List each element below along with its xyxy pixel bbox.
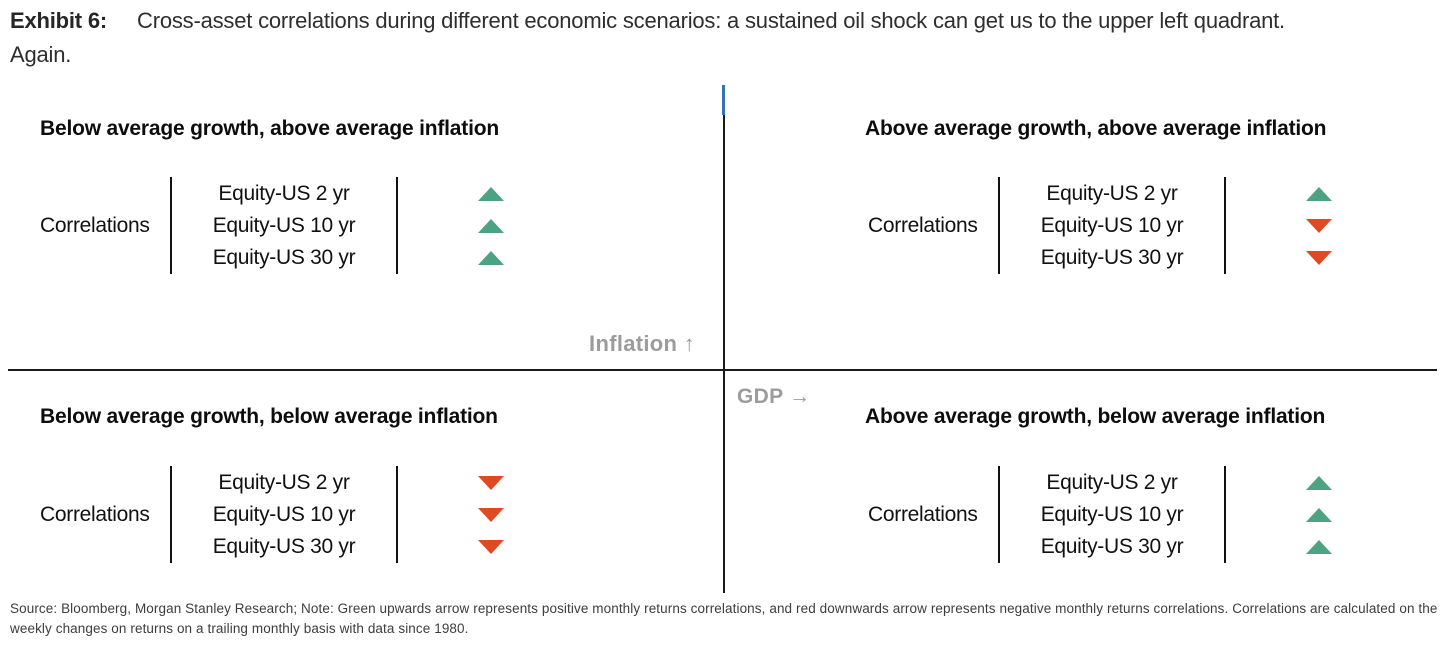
asset-pair-label: Equity-US 10 yr <box>1040 502 1184 526</box>
up-arrow-icon <box>478 186 504 201</box>
inflation-axis-horizontal-line <box>8 369 1437 371</box>
asset-pair-list: Equity-US 2 yr Equity-US 10 yr Equity-US… <box>1000 467 1224 563</box>
divider-bar <box>998 466 1000 563</box>
divider-bar <box>170 466 172 563</box>
correlation-arrow-list <box>1226 178 1412 274</box>
up-arrow-icon <box>1306 475 1332 490</box>
correlation-arrow-list <box>1226 467 1412 563</box>
down-arrow-icon <box>1306 250 1332 265</box>
down-arrow-icon <box>478 539 504 554</box>
asset-pair-label: Equity-US 10 yr <box>212 502 356 526</box>
up-arrow-icon <box>1306 507 1332 522</box>
quadrant-chart: Inflation ↑ GDP → Below average growth, … <box>0 85 1456 593</box>
asset-pair-label: Equity-US 2 yr <box>1046 181 1178 205</box>
divider-bar <box>396 177 398 274</box>
up-arrow-icon <box>1306 186 1332 201</box>
vertical-line-blue-tip <box>722 85 725 115</box>
correlations-label: Correlations <box>40 502 150 526</box>
asset-pair-label: Equity-US 30 yr <box>1040 534 1184 558</box>
up-arrow-icon <box>478 218 504 233</box>
exhibit-title-line1: Exhibit 6: Cross-asset correlations durin… <box>10 4 1285 38</box>
quadrant-lower-left-correlations: Correlations Equity-US 2 yr Equity-US 10… <box>40 466 584 563</box>
quadrant-heading-lower-right: Above average growth, below average infl… <box>865 405 1326 428</box>
quadrant-upper-right-correlations: Correlations Equity-US 2 yr Equity-US 10… <box>868 177 1412 274</box>
exhibit-title-line2: Again. <box>10 42 72 67</box>
exhibit-title-text: Cross-asset correlations during differen… <box>137 8 1285 33</box>
gdp-axis-label: GDP → <box>737 385 811 408</box>
quadrant-heading-upper-left: Below average growth, above average infl… <box>40 117 499 140</box>
up-arrow-icon <box>1306 539 1332 554</box>
asset-pair-label: Equity-US 2 yr <box>1046 470 1178 494</box>
asset-pair-label: Equity-US 10 yr <box>1040 213 1184 237</box>
asset-pair-list: Equity-US 2 yr Equity-US 10 yr Equity-US… <box>1000 178 1224 274</box>
asset-pair-list: Equity-US 2 yr Equity-US 10 yr Equity-US… <box>172 178 396 274</box>
quadrant-heading-lower-left: Below average growth, below average infl… <box>40 405 498 428</box>
divider-bar <box>170 177 172 274</box>
down-arrow-icon <box>478 475 504 490</box>
source-note: Source: Bloomberg, Morgan Stanley Resear… <box>10 601 1438 636</box>
correlation-arrow-list <box>398 178 584 274</box>
asset-pair-label: Equity-US 2 yr <box>218 181 350 205</box>
exhibit-title: Exhibit 6: Cross-asset correlations durin… <box>10 4 1285 72</box>
correlations-label: Correlations <box>868 502 978 526</box>
asset-pair-label: Equity-US 30 yr <box>1040 245 1184 269</box>
correlation-arrow-list <box>398 467 584 563</box>
gdp-axis-vertical-line <box>723 85 725 593</box>
quadrant-upper-left-correlations: Correlations Equity-US 2 yr Equity-US 10… <box>40 177 584 274</box>
down-arrow-icon <box>1306 218 1332 233</box>
asset-pair-label: Equity-US 30 yr <box>212 534 356 558</box>
divider-bar <box>1224 466 1226 563</box>
asset-pair-label: Equity-US 30 yr <box>212 245 356 269</box>
correlations-label: Correlations <box>868 213 978 237</box>
inflation-axis-label: Inflation ↑ <box>589 331 695 356</box>
correlations-label: Correlations <box>40 213 150 237</box>
divider-bar <box>396 466 398 563</box>
asset-pair-list: Equity-US 2 yr Equity-US 10 yr Equity-US… <box>172 467 396 563</box>
quadrant-lower-right-correlations: Correlations Equity-US 2 yr Equity-US 10… <box>868 466 1412 563</box>
divider-bar <box>1224 177 1226 274</box>
exhibit-number-label: Exhibit 6: <box>10 8 108 33</box>
down-arrow-icon <box>478 507 504 522</box>
asset-pair-label: Equity-US 10 yr <box>212 213 356 237</box>
asset-pair-label: Equity-US 2 yr <box>218 470 350 494</box>
divider-bar <box>998 177 1000 274</box>
up-arrow-icon <box>478 250 504 265</box>
quadrant-heading-upper-right: Above average growth, above average infl… <box>865 117 1327 140</box>
